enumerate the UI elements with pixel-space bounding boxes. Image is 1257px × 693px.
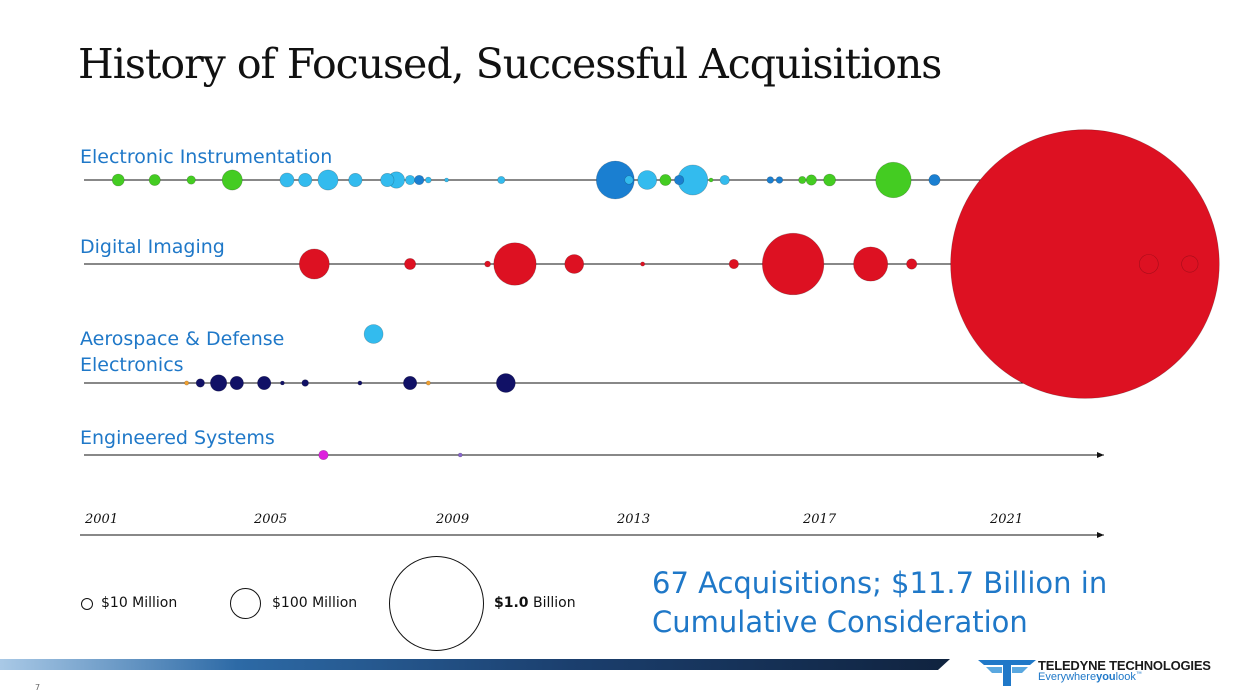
acquisition-bubble-47 xyxy=(229,375,244,391)
acquisition-bubble-36 xyxy=(728,258,739,270)
legend-circle-100m xyxy=(230,588,261,619)
acquisition-bubble-43 xyxy=(363,324,384,344)
acquisition-bubble-45 xyxy=(195,378,205,388)
acquisition-bubble-49 xyxy=(280,380,285,386)
page-number: 7 xyxy=(35,683,41,692)
logo-tagline: Everywhereyoulook™ xyxy=(1038,671,1142,683)
segment-label-3: Engineered Systems xyxy=(80,425,275,451)
legend-label-100m: $100 Million xyxy=(272,595,358,611)
year-tick-label: 2005 xyxy=(254,512,288,527)
acquisition-bubble-38 xyxy=(853,246,889,282)
acquisition-bubble-22 xyxy=(719,174,730,186)
segment-label-1: Digital Imaging xyxy=(80,234,225,260)
acquisition-bubble-19 xyxy=(674,174,685,186)
acquisition-bubble-40 xyxy=(950,129,1220,399)
acquisition-bubble-33 xyxy=(493,242,537,286)
acquisition-bubble-27 xyxy=(823,173,836,187)
acquisition-bubble-11 xyxy=(414,174,425,186)
acquisition-bubble-51 xyxy=(357,380,363,386)
segment-label-line: Electronic Instrumentation xyxy=(80,146,333,168)
acquisition-bubble-37 xyxy=(762,232,825,296)
acquisition-bubble-3 xyxy=(221,169,243,191)
acquisition-bubble-16 xyxy=(624,175,634,185)
acquisition-bubble-18 xyxy=(659,174,672,186)
acquisition-bubble-24 xyxy=(775,176,784,184)
acquisition-bubble-32 xyxy=(484,260,491,268)
segment-label-line: Aerospace & Defense xyxy=(80,328,285,350)
logo-name: TELEDYNE TECHNOLOGIES xyxy=(1038,658,1211,673)
acquisition-bubble-1 xyxy=(148,174,161,186)
summary-text: 67 Acquisitions; $11.7 Billion in Cumula… xyxy=(652,564,1107,642)
legend-circle-1b xyxy=(389,556,484,651)
acquisition-bubble-25 xyxy=(798,176,807,184)
bubble-layer xyxy=(111,129,1220,461)
acquisition-bubble-41 xyxy=(1139,254,1159,274)
acquisition-bubble-52 xyxy=(403,375,418,391)
acquisition-bubble-8 xyxy=(380,172,395,188)
acquisition-bubble-0 xyxy=(111,173,125,187)
acquisition-bubble-42 xyxy=(1181,255,1199,273)
segment-label-line: Engineered Systems xyxy=(80,427,275,449)
acquisition-bubble-12 xyxy=(425,176,432,184)
year-tick-label: 2009 xyxy=(436,512,470,527)
legend-label-1b: $1.0 Billion xyxy=(494,595,576,611)
legend-circle-10m xyxy=(81,598,93,610)
acquisition-bubble-56 xyxy=(457,452,463,458)
year-tick-label: 2017 xyxy=(803,512,837,527)
segment-label-line: Digital Imaging xyxy=(80,236,225,258)
segment-label-line: Electronics xyxy=(80,354,184,376)
summary-line-1: 67 Acquisitions; $11.7 Billion in xyxy=(652,566,1108,600)
legend-label-10m: $10 Million xyxy=(101,595,178,611)
year-tick-label: 2001 xyxy=(85,512,119,527)
acquisition-bubble-23 xyxy=(766,176,774,184)
acquisition-bubble-7 xyxy=(348,172,363,188)
acquisition-bubble-31 xyxy=(404,258,417,270)
summary-line-2: Cumulative Consideration xyxy=(652,605,1028,639)
acquisition-bubble-55 xyxy=(318,449,329,461)
teledyne-logo: TELEDYNE TECHNOLOGIES Everywhereyoulook™ xyxy=(1038,658,1211,683)
acquisition-bubble-10 xyxy=(405,174,416,186)
acquisition-bubble-5 xyxy=(298,172,313,188)
acquisition-bubble-46 xyxy=(210,374,228,392)
segment-label-0: Electronic Instrumentation xyxy=(80,144,332,170)
segment-label-2: Aerospace & Defense Electronics xyxy=(80,326,284,378)
segment-axes xyxy=(84,177,1104,458)
year-tick-label: 2021 xyxy=(990,512,1024,527)
acquisition-bubble-53 xyxy=(425,380,431,386)
acquisition-bubble-30 xyxy=(298,248,330,280)
teledyne-logo-icon xyxy=(978,660,1036,686)
footer-stripe xyxy=(0,659,950,670)
acquisition-bubble-28 xyxy=(875,161,912,199)
acquisition-bubble-29 xyxy=(928,174,941,186)
acquisition-bubble-13 xyxy=(444,177,449,183)
year-tick-label: 2013 xyxy=(617,512,651,527)
acquisition-bubble-54 xyxy=(496,373,516,393)
acquisition-bubble-6 xyxy=(317,169,339,191)
acquisition-bubble-26 xyxy=(805,174,817,186)
acquisition-bubble-39 xyxy=(906,258,918,270)
acquisition-bubble-44 xyxy=(184,380,190,386)
acquisition-bubble-4 xyxy=(279,172,295,188)
acquisition-bubble-17 xyxy=(637,170,658,190)
acquisition-bubble-2 xyxy=(186,175,196,185)
page-title: History of Focused, Successful Acquisiti… xyxy=(78,40,942,88)
acquisition-bubble-21 xyxy=(708,177,714,183)
acquisition-bubble-48 xyxy=(257,375,272,391)
acquisition-bubble-34 xyxy=(564,254,585,274)
acquisition-bubble-14 xyxy=(497,176,506,184)
acquisition-bubble-35 xyxy=(640,261,646,267)
acquisition-bubble-15 xyxy=(595,160,635,200)
acquisition-bubble-50 xyxy=(301,379,309,387)
